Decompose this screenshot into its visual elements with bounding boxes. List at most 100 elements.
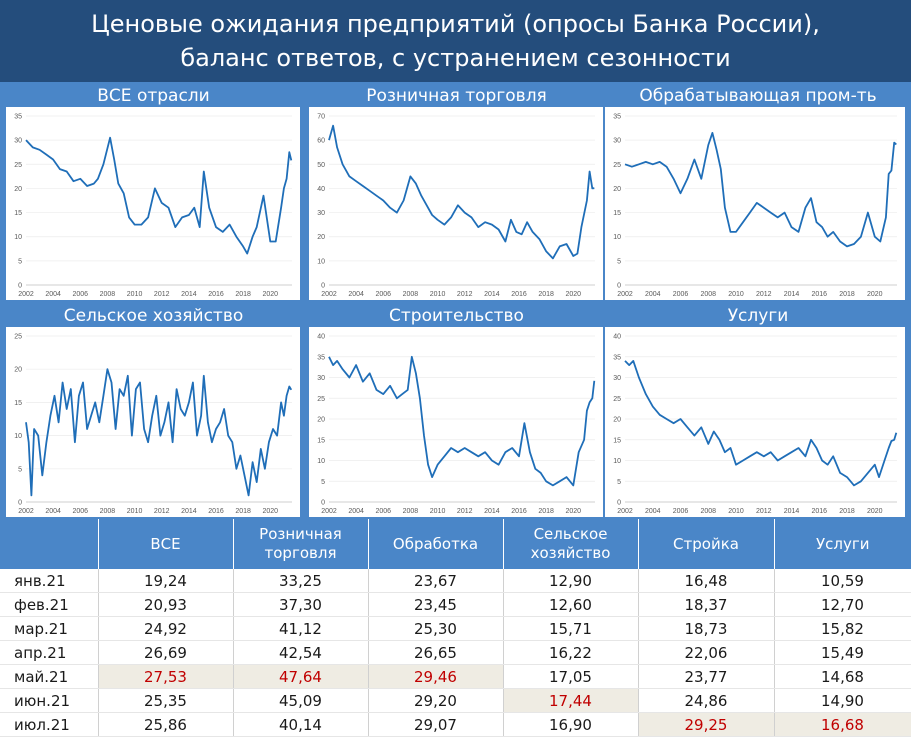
table-cell: 20,93 (98, 592, 234, 617)
table-cell: 33,25 (233, 569, 369, 593)
x-tick-label: 2008 (100, 291, 116, 298)
table-cell: 26,69 (98, 640, 234, 665)
panel-title-services: Услуги (727, 306, 789, 326)
x-tick-label: 2002 (617, 291, 633, 298)
title-line-1: Ценовые ожидания предприятий (опросы Бан… (91, 10, 820, 38)
table-cell: 16,48 (638, 569, 775, 593)
row-label: фев.21 (0, 592, 99, 617)
y-tick-label: 30 (317, 375, 325, 382)
y-tick-label: 10 (317, 258, 325, 265)
y-tick-label: 40 (317, 334, 325, 341)
table-cell: 29,07 (368, 712, 504, 737)
x-tick-label: 2020 (262, 291, 278, 298)
x-tick-label: 2014 (484, 291, 500, 298)
table-cell: 25,35 (98, 688, 234, 713)
table-row: май.21 27,53 47,64 29,46 17,05 23,77 14,68 (0, 664, 911, 689)
table-cell: 22,06 (638, 640, 775, 665)
y-tick-label: 10 (14, 433, 22, 440)
table-cell: 18,37 (638, 592, 775, 617)
y-tick-label: 0 (18, 283, 22, 290)
x-tick-label: 2008 (403, 291, 419, 298)
x-tick-label: 2016 (208, 508, 224, 515)
x-tick-label: 2016 (511, 508, 527, 515)
y-tick-label: 0 (617, 500, 621, 507)
table-cell: 14,90 (774, 688, 911, 713)
x-tick-label: 2010 (127, 508, 143, 515)
y-tick-label: 5 (18, 258, 22, 265)
table-header-cell: Обработка (368, 519, 504, 569)
y-tick-label: 0 (617, 283, 621, 290)
panel-title-agriculture: Сельское хозяйство (63, 306, 244, 326)
table-cell: 25,30 (368, 616, 504, 641)
y-tick-label: 15 (14, 210, 22, 217)
table-cell: 27,53 (98, 664, 234, 689)
x-tick-label: 2012 (154, 508, 170, 515)
y-tick-label: 30 (317, 210, 325, 217)
x-tick-label: 2008 (700, 291, 716, 298)
chart-panel-construction: 0 5 10 15 20 25 30 35 40 2002 2004 2006 2008 2010 2012… (309, 327, 603, 517)
y-tick-label: 35 (317, 354, 325, 361)
y-tick-label: 40 (613, 334, 621, 341)
chart-services: 0 5 10 15 20 25 30 35 40 2002 2004 2006 2008 2010 2012… (613, 334, 898, 515)
series-line (25, 368, 293, 497)
chart-all: 0 5 10 15 20 25 30 35 2002 2004 2006 2008 2010 2012 20… (14, 114, 293, 298)
x-tick-label: 2018 (235, 508, 251, 515)
x-tick-label: 2012 (756, 508, 772, 515)
table-cell: 16,22 (503, 640, 639, 665)
y-tick-label: 5 (321, 479, 325, 486)
x-tick-label: 2008 (403, 508, 419, 515)
x-tick-label: 2010 (430, 508, 446, 515)
x-tick-label: 2004 (348, 291, 364, 298)
table-row: апр.21 26,69 42,54 26,65 16,22 22,06 15,49 (0, 640, 911, 665)
y-tick-label: 20 (613, 186, 621, 193)
table-row: июл.21 25,86 40,14 29,07 16,90 29,25 16,68 (0, 712, 911, 737)
chart-panel-manufacturing: 0 5 10 15 20 25 30 35 2002 2004 2006 2008 2010 2012 20… (605, 107, 905, 300)
table-cell: 12,90 (503, 569, 639, 593)
x-tick-label: 2014 (181, 508, 197, 515)
chart-panel-retail: 0 10 20 30 40 50 60 70 2002 2004 2006 2008 2010 2012 2… (309, 107, 603, 300)
chart-agriculture: 0 5 10 15 20 25 2002 2004 2006 2008 2010 2012 2014 20… (14, 334, 293, 515)
y-tick-label: 0 (321, 283, 325, 290)
x-tick-label: 2004 (645, 291, 661, 298)
table-cell: 29,25 (638, 712, 775, 737)
x-tick-label: 2016 (811, 291, 827, 298)
x-tick-label: 2018 (538, 291, 554, 298)
table-cell: 23,67 (368, 569, 504, 593)
table-cell: 16,68 (774, 712, 911, 737)
panel-title-retail: Розничная торговля (366, 86, 547, 106)
y-tick-label: 30 (613, 138, 621, 145)
y-tick-label: 0 (18, 500, 22, 507)
table-cell: 47,64 (233, 664, 369, 689)
x-tick-label: 2018 (235, 291, 251, 298)
x-tick-label: 2006 (375, 291, 391, 298)
table-header-cell: Стройка (638, 519, 775, 569)
y-tick-label: 0 (321, 500, 325, 507)
row-label: янв.21 (0, 569, 99, 593)
y-tick-label: 50 (317, 162, 325, 169)
x-tick-label: 2012 (154, 291, 170, 298)
table-cell: 12,70 (774, 592, 911, 617)
table-cell: 12,60 (503, 592, 639, 617)
table-header-cell: Услуги (774, 519, 911, 569)
y-tick-label: 35 (613, 114, 621, 121)
x-tick-label: 2004 (45, 508, 61, 515)
x-tick-label: 2020 (565, 291, 581, 298)
chart-construction: 0 5 10 15 20 25 30 35 40 2002 2004 2006 2008 2010 2012… (317, 334, 596, 515)
chart-retail: 0 10 20 30 40 50 60 70 2002 2004 2006 2008 2010 2012 2… (317, 114, 595, 298)
table-cell: 26,65 (368, 640, 504, 665)
table-cell: 29,46 (368, 664, 504, 689)
table-cell: 45,09 (233, 688, 369, 713)
table-cell: 37,30 (233, 592, 369, 617)
y-tick-label: 15 (613, 210, 621, 217)
table-row: янв.21 19,24 33,25 23,67 12,90 16,48 10,59 (0, 569, 911, 593)
table-cell: 25,86 (98, 712, 234, 737)
y-tick-label: 25 (14, 162, 22, 169)
table-cell: 24,86 (638, 688, 775, 713)
y-tick-label: 25 (613, 396, 621, 403)
x-tick-label: 2010 (728, 291, 744, 298)
x-tick-label: 2018 (839, 291, 855, 298)
y-tick-label: 25 (14, 334, 22, 341)
table-row: мар.21 24,92 41,12 25,30 15,71 18,73 15,82 (0, 616, 911, 641)
x-tick-label: 2014 (181, 291, 197, 298)
y-tick-label: 15 (14, 400, 22, 407)
